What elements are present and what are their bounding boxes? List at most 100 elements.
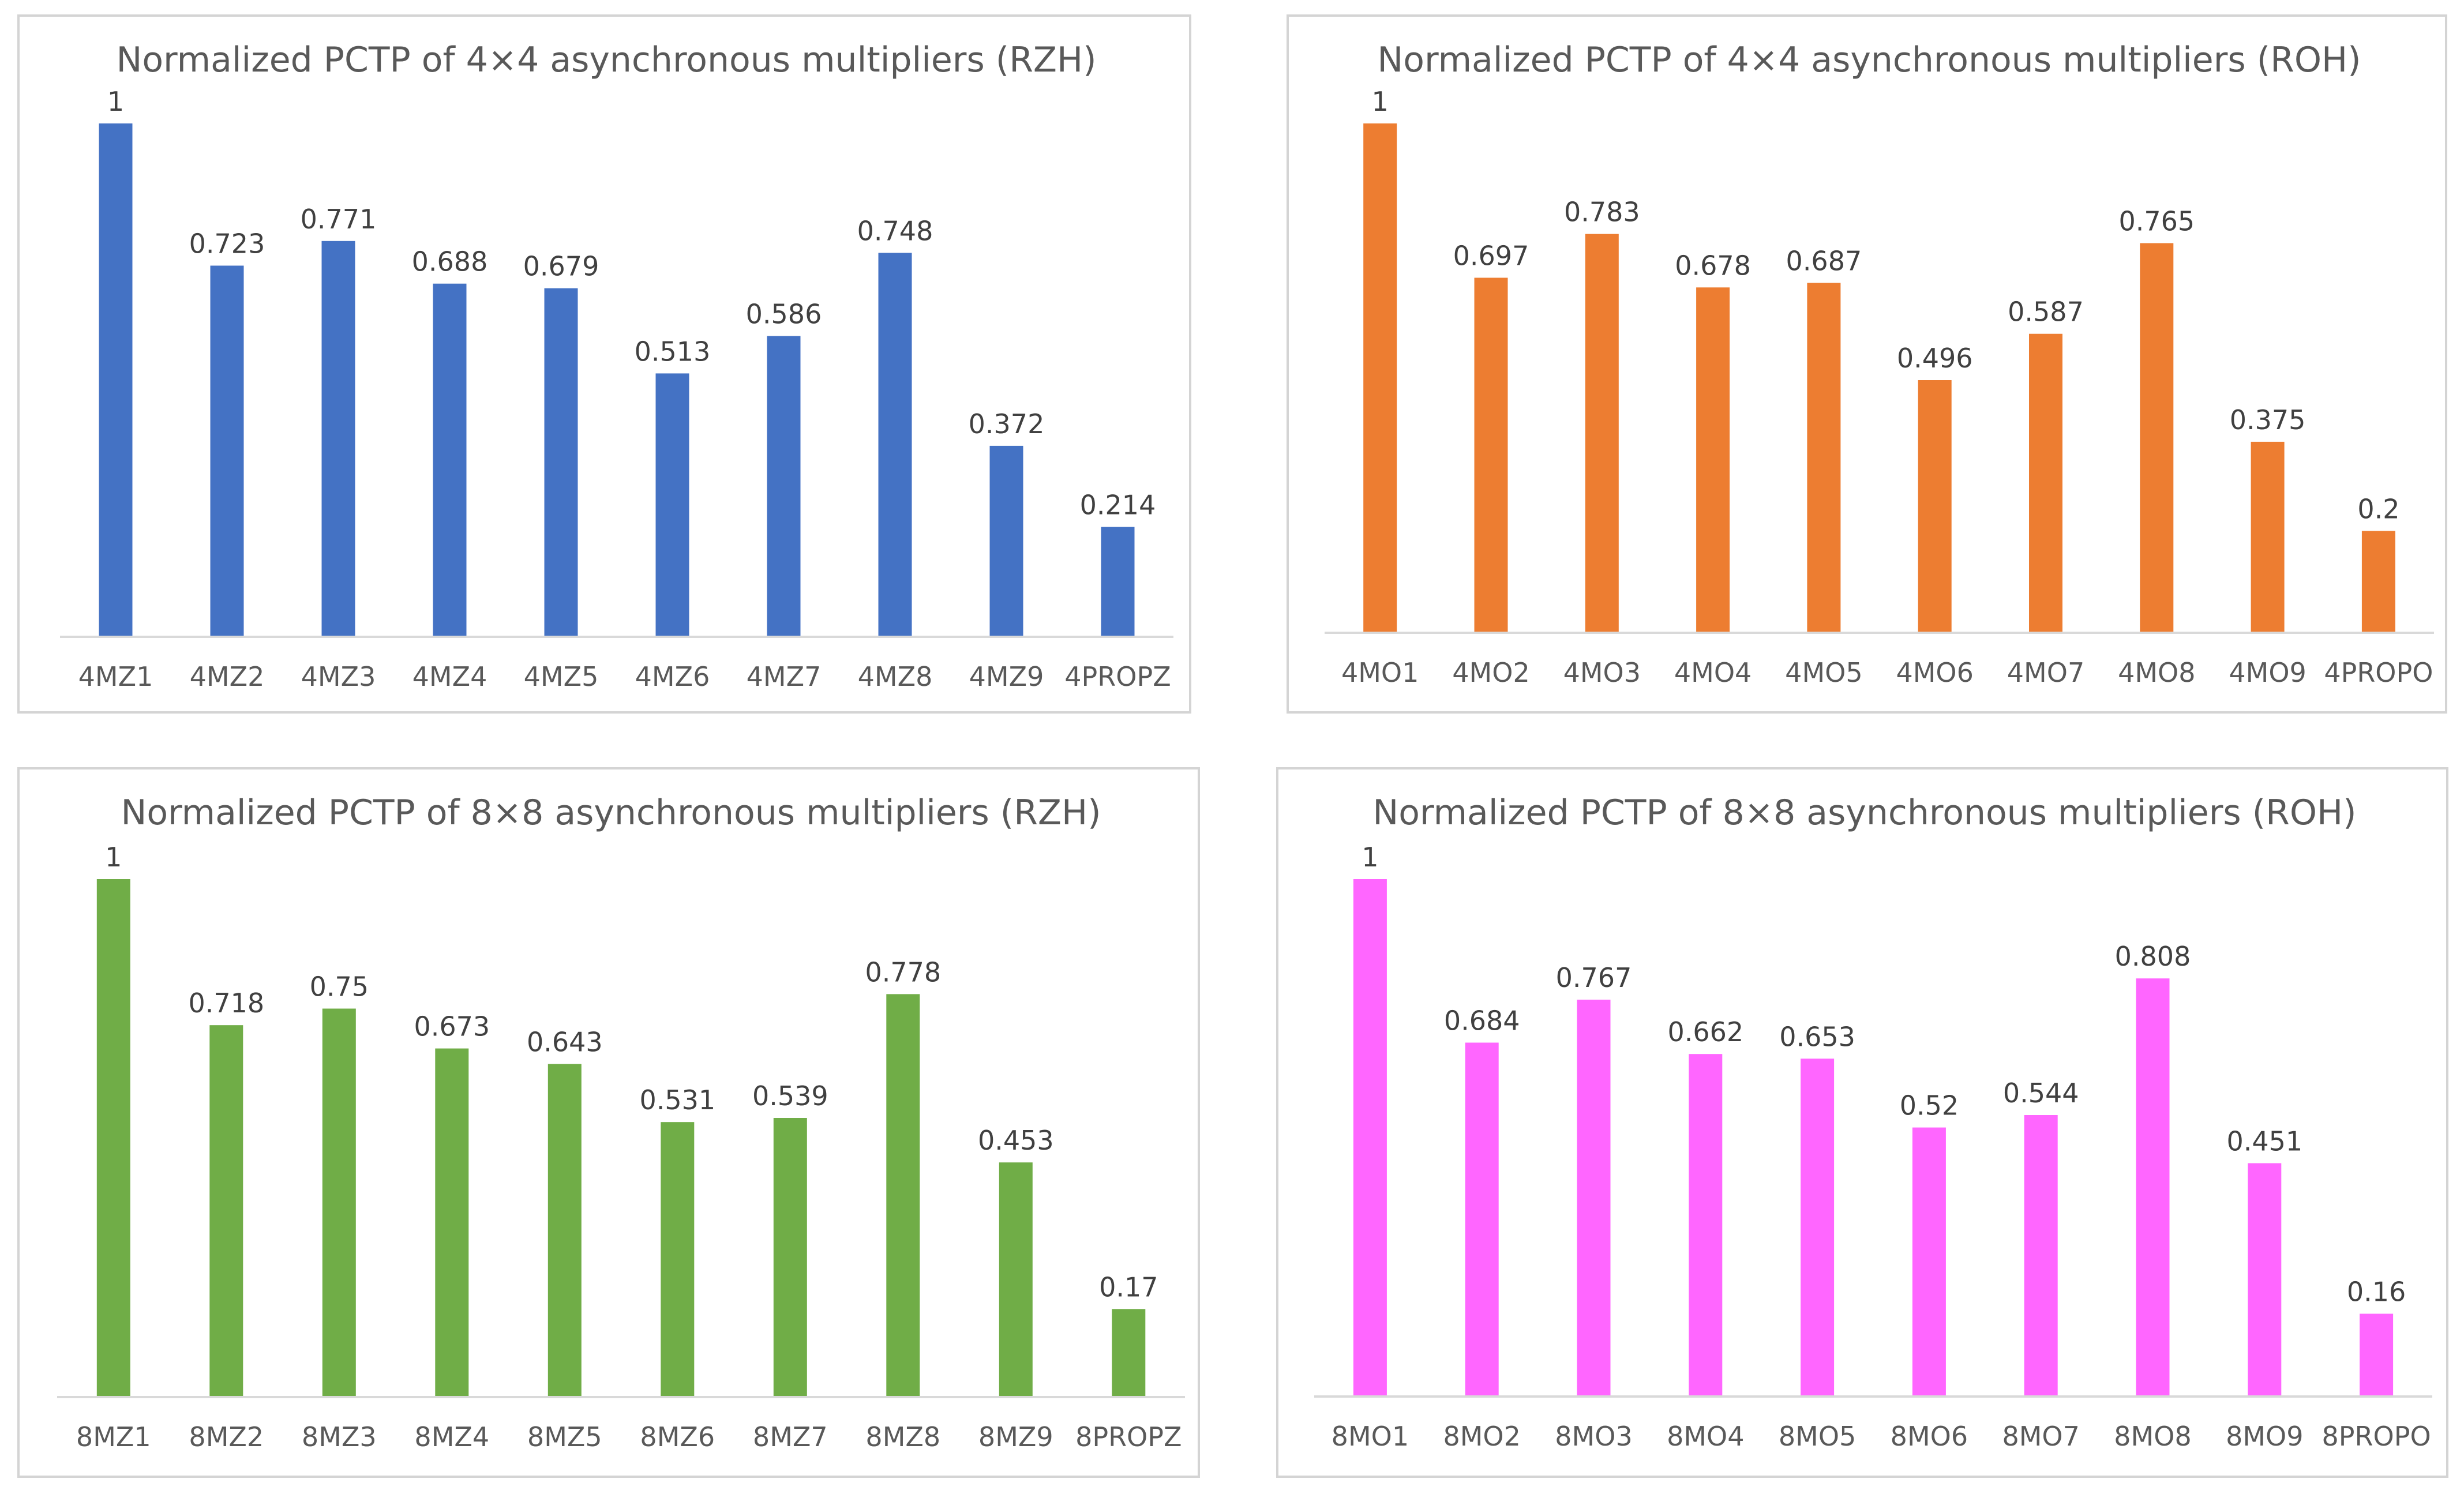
bar-8mo7 xyxy=(2024,1115,2058,1397)
bar-8mo5 xyxy=(1801,1058,1835,1397)
bar-8propz xyxy=(1112,1309,1146,1397)
bar-8mo3 xyxy=(1577,1000,1611,1397)
data-label: 0.808 xyxy=(2115,941,2191,972)
data-label: 1 xyxy=(1362,842,1378,873)
x-tick-label: 8PROPZ xyxy=(1075,1421,1182,1452)
bar-8mz4 xyxy=(435,1048,469,1397)
chart-panel-8x8-rzh: Normalized PCTP of 8×8 asynchronous mult… xyxy=(17,767,1200,1478)
bar-8mz3 xyxy=(322,1008,356,1397)
data-label: 0.718 xyxy=(188,988,264,1019)
data-label: 0.375 xyxy=(2230,404,2306,436)
data-label: 0.783 xyxy=(1564,197,1640,228)
bar-4mo8 xyxy=(2140,243,2174,633)
bar-4mo1 xyxy=(1363,123,1397,633)
x-tick-label: 4MO5 xyxy=(1785,657,1862,688)
data-label: 0.679 xyxy=(523,251,599,282)
x-tick-label: 8MZ5 xyxy=(527,1421,602,1452)
bar-8propo xyxy=(2360,1313,2394,1397)
data-label: 0.765 xyxy=(2118,206,2195,237)
x-tick-label: 8MZ1 xyxy=(76,1421,151,1452)
data-label: 0.513 xyxy=(635,336,711,367)
chart-title: Normalized PCTP of 8×8 asynchronous mult… xyxy=(1372,793,2356,833)
x-tick-label: 4MO2 xyxy=(1452,657,1529,688)
x-tick-label: 4MZ5 xyxy=(524,661,599,692)
chart-4x4-rzh: Normalized PCTP of 4×4 asynchronous mult… xyxy=(60,40,1173,692)
data-label: 0.748 xyxy=(857,215,933,246)
data-label: 0.587 xyxy=(2008,296,2084,328)
x-tick-label: 8MO5 xyxy=(1779,1421,1856,1452)
x-tick-label: 8MZ6 xyxy=(640,1421,715,1452)
data-label: 0.653 xyxy=(1779,1021,1855,1052)
chart-8x8-rzh: Normalized PCTP of 8×8 asynchronous mult… xyxy=(57,793,1185,1452)
x-tick-label: 4MO6 xyxy=(1896,657,1973,688)
bar-4mz3 xyxy=(321,241,355,637)
data-label: 0.531 xyxy=(639,1084,715,1116)
bar-8mo2 xyxy=(1465,1042,1499,1397)
data-label: 0.688 xyxy=(412,246,488,277)
x-tick-label: 4MO1 xyxy=(1341,657,1419,688)
chart-8x8-roh: Normalized PCTP of 8×8 asynchronous mult… xyxy=(1314,793,2432,1452)
chart-panel-4x4-roh: Normalized PCTP of 4×4 asynchronous mult… xyxy=(1287,14,2447,714)
x-tick-label: 8MZ7 xyxy=(753,1421,828,1452)
bar-4mz9 xyxy=(989,445,1023,637)
x-tick-label: 4MZ6 xyxy=(635,661,710,692)
x-tick-label: 4PROPZ xyxy=(1064,661,1171,692)
chart-panel-8x8-roh: Normalized PCTP of 8×8 asynchronous mult… xyxy=(1276,767,2448,1478)
data-label: 0.697 xyxy=(1453,241,1529,272)
x-tick-label: 8PROPO xyxy=(2322,1421,2431,1452)
data-label: 1 xyxy=(107,86,124,117)
x-tick-label: 8MO1 xyxy=(1332,1421,1409,1452)
chart-panel-4x4-rzh: Normalized PCTP of 4×4 asynchronous mult… xyxy=(17,14,1191,714)
bar-4mz5 xyxy=(544,288,578,637)
data-label: 0.539 xyxy=(752,1080,828,1112)
data-label: 0.778 xyxy=(865,956,941,988)
data-label: 0.723 xyxy=(189,228,265,260)
data-label: 1 xyxy=(1372,86,1389,117)
bar-4mo7 xyxy=(2029,333,2062,633)
data-label: 0.544 xyxy=(2003,1078,2079,1109)
bar-4mz6 xyxy=(655,373,689,637)
data-label: 0.687 xyxy=(1786,245,1862,276)
bar-8mz5 xyxy=(547,1064,582,1397)
data-label: 0.662 xyxy=(1667,1016,1743,1048)
bar-8mz8 xyxy=(886,994,920,1397)
x-tick-label: 4MZ4 xyxy=(412,661,487,692)
bar-8mo1 xyxy=(1353,879,1387,1397)
data-label: 0.52 xyxy=(1900,1090,1959,1121)
bar-4mz1 xyxy=(99,123,133,637)
x-tick-label: 8MO9 xyxy=(2226,1421,2303,1452)
x-tick-label: 8MO3 xyxy=(1555,1421,1632,1452)
x-tick-label: 4MZ1 xyxy=(78,661,153,692)
x-tick-label: 8MZ4 xyxy=(414,1421,489,1452)
bar-4mz4 xyxy=(433,283,467,637)
data-label: 0.673 xyxy=(414,1011,490,1042)
data-label: 0.2 xyxy=(2357,493,2399,524)
chart-4x4-roh: Normalized PCTP of 4×4 asynchronous mult… xyxy=(1325,40,2434,688)
x-tick-label: 4MO4 xyxy=(1674,657,1752,688)
x-tick-label: 4MZ8 xyxy=(858,661,933,692)
data-label: 0.75 xyxy=(310,971,369,1003)
x-tick-label: 8MZ9 xyxy=(978,1421,1053,1452)
data-label: 0.643 xyxy=(527,1027,603,1058)
data-label: 0.767 xyxy=(1556,962,1632,993)
bar-4mz8 xyxy=(878,253,912,637)
bar-4mz7 xyxy=(767,336,801,637)
x-tick-label: 8MO8 xyxy=(2114,1421,2191,1452)
data-label: 0.586 xyxy=(746,299,822,330)
bar-4mz2 xyxy=(210,265,244,637)
x-tick-label: 4MO3 xyxy=(1563,657,1641,688)
bar-4propo xyxy=(2361,531,2395,633)
bar-8mo8 xyxy=(2136,978,2170,1397)
x-tick-label: 4MZ9 xyxy=(969,661,1044,692)
data-label: 0.17 xyxy=(1099,1271,1158,1302)
bar-4propz xyxy=(1101,527,1135,637)
bar-4mo6 xyxy=(1918,380,1952,633)
data-label: 1 xyxy=(105,842,122,873)
x-tick-label: 8MO7 xyxy=(2002,1421,2079,1452)
x-tick-label: 8MO4 xyxy=(1667,1421,1744,1452)
bar-8mo9 xyxy=(2248,1163,2282,1397)
data-label: 0.214 xyxy=(1080,490,1156,521)
bar-8mo6 xyxy=(1912,1127,1946,1397)
x-tick-label: 4MZ7 xyxy=(747,661,822,692)
bar-4mo9 xyxy=(2251,441,2285,633)
